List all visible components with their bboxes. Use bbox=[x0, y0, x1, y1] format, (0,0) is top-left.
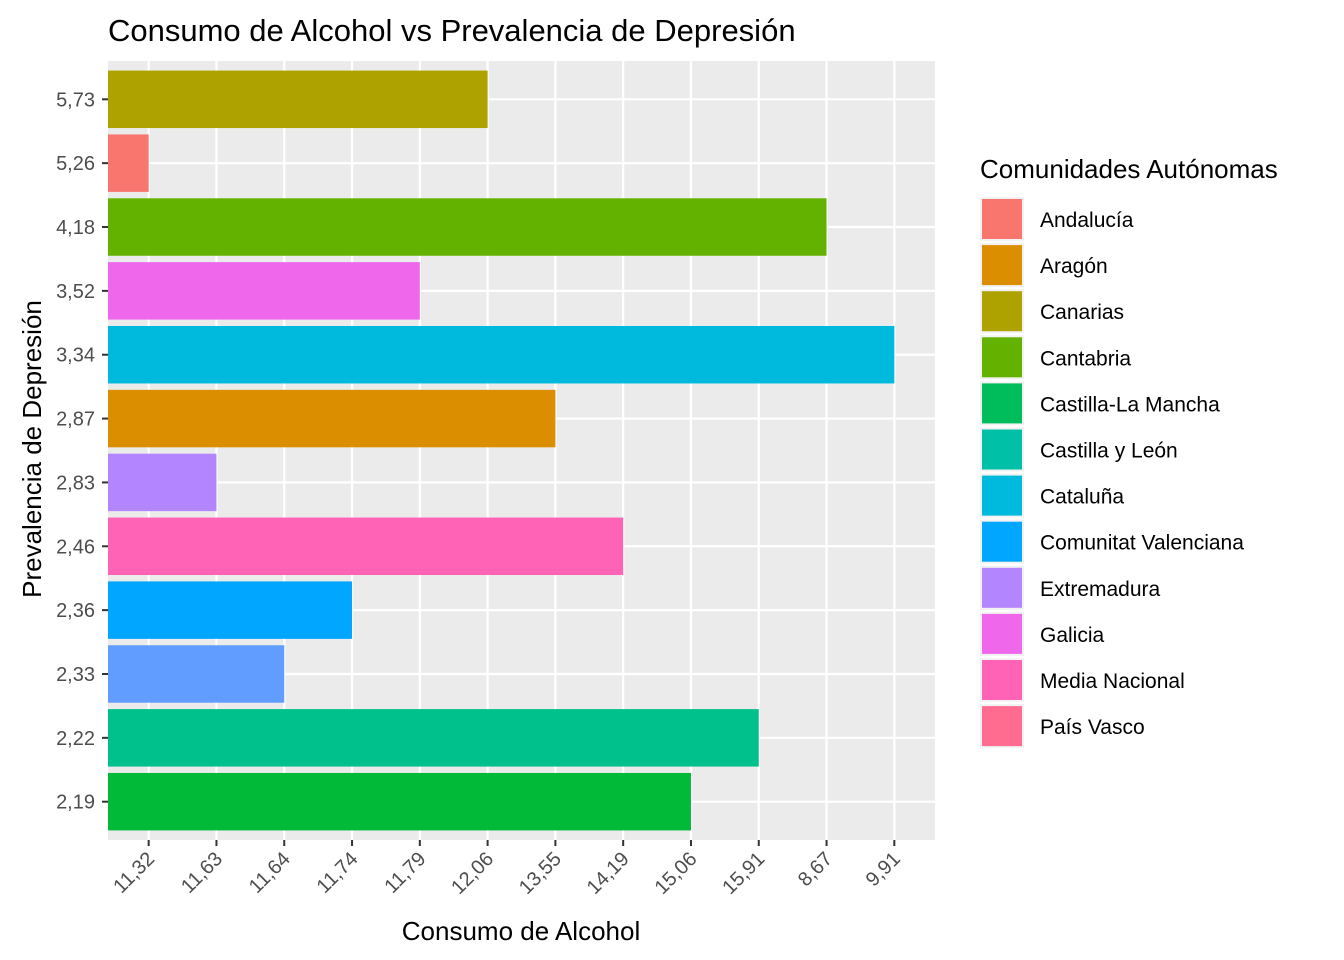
legend-swatch bbox=[982, 429, 1022, 470]
x-tick-label: 11,64 bbox=[245, 848, 295, 898]
legend-label: Extremadura bbox=[1040, 578, 1161, 601]
y-tick-label: 3,52 bbox=[56, 281, 95, 303]
y-tick-label: 2,87 bbox=[56, 409, 95, 431]
x-tick-label: 12,06 bbox=[447, 848, 498, 899]
legend-swatch bbox=[982, 660, 1022, 700]
legend-label: Castilla-La Mancha bbox=[1040, 393, 1220, 416]
legend-label: Comunitat Valenciana bbox=[1040, 532, 1244, 555]
x-axis-title: Consumo de Alcohol bbox=[402, 916, 640, 946]
legend-swatch bbox=[982, 383, 1022, 424]
legend-swatch bbox=[982, 706, 1022, 747]
legend-label: Cantabria bbox=[1040, 347, 1131, 370]
y-tick-label: 4,18 bbox=[56, 217, 95, 239]
legend-label: Cataluña bbox=[1040, 486, 1124, 509]
legend-label: Galicia bbox=[1040, 624, 1105, 647]
bar-galicia bbox=[108, 453, 217, 512]
legend-label: Castilla y León bbox=[1040, 440, 1178, 463]
legend-label: País Vasco bbox=[1040, 716, 1145, 739]
legend: Comunidades Autónomas Andalucía Aragón Can… bbox=[980, 154, 1278, 749]
legend-swatch bbox=[982, 291, 1022, 332]
x-tick-label: 9,91 bbox=[862, 848, 905, 891]
legend-items: Andalucía Aragón Canarias Cantabria Castilla… bbox=[980, 197, 1244, 749]
legend-swatch bbox=[982, 475, 1022, 516]
bar-castilla-la-mancha bbox=[108, 772, 691, 831]
x-tick-label: 14,19 bbox=[583, 848, 634, 899]
x-tick-label: 15,91 bbox=[718, 848, 769, 899]
x-tick-label: 13,55 bbox=[515, 848, 566, 899]
legend-swatch bbox=[982, 245, 1022, 286]
y-tick-label: 2,19 bbox=[56, 792, 95, 814]
bars bbox=[108, 70, 895, 831]
y-tick-label: 2,83 bbox=[56, 472, 95, 494]
y-tick-label: 2,33 bbox=[56, 664, 95, 686]
legend-title: Comunidades Autónomas bbox=[980, 154, 1278, 184]
bar-extremadura bbox=[108, 645, 285, 703]
bar-castilla-y-león bbox=[108, 709, 759, 767]
bar-cantabria bbox=[108, 198, 827, 256]
y-tick-label: 5,26 bbox=[56, 153, 95, 175]
legend-label: Andalucía bbox=[1040, 209, 1134, 232]
x-tick-label: 8,67 bbox=[794, 848, 837, 891]
y-tick-label: 2,22 bbox=[56, 728, 95, 750]
y-axis-ticks: 2,19 2,22 2,33 2,36 2,46 2,83 2,87 3,34 3,52 4,18… bbox=[56, 89, 108, 814]
bar-andalucía bbox=[108, 134, 149, 192]
y-tick-label: 2,36 bbox=[56, 600, 95, 622]
legend-label: Canarias bbox=[1040, 301, 1124, 324]
bar-cataluña bbox=[108, 325, 895, 384]
bar-media-nacional bbox=[108, 262, 420, 320]
y-tick-label: 3,34 bbox=[56, 345, 95, 367]
bar-país-vasco bbox=[108, 517, 624, 576]
legend-swatch bbox=[982, 613, 1022, 654]
x-tick-label: 11,32 bbox=[109, 848, 159, 898]
y-tick-label: 5,73 bbox=[56, 89, 95, 111]
x-tick-label: 15,06 bbox=[651, 848, 702, 899]
x-tick-label: 11,74 bbox=[313, 848, 363, 898]
bar-comunitat-valenciana bbox=[108, 581, 353, 639]
y-axis-title: Prevalencia de Depresión bbox=[17, 300, 47, 598]
y-tick-label: 2,46 bbox=[56, 536, 95, 558]
x-axis-ticks: 11,32 11,63 11,64 11,74 11,79 12,06 13,55 14,19… bbox=[109, 840, 905, 899]
legend-swatch bbox=[982, 337, 1022, 378]
legend-label: Media Nacional bbox=[1040, 670, 1185, 693]
bar-canarias bbox=[108, 70, 488, 129]
chart-title: Consumo de Alcohol vs Prevalencia de Dep… bbox=[108, 13, 796, 48]
legend-label: Aragón bbox=[1040, 255, 1108, 278]
x-tick-label: 11,63 bbox=[177, 848, 227, 898]
x-tick-label: 11,79 bbox=[380, 848, 430, 898]
legend-swatch bbox=[982, 567, 1022, 608]
bar-aragón bbox=[108, 389, 556, 448]
legend-swatch bbox=[982, 199, 1022, 239]
legend-swatch bbox=[982, 521, 1022, 562]
